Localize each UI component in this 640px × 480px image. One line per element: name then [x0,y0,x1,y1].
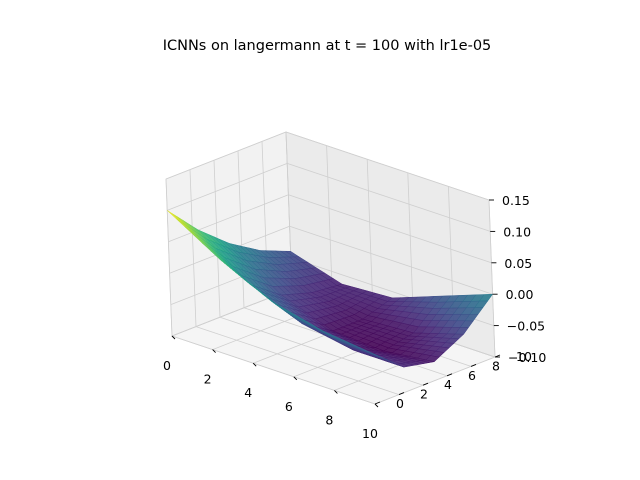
x-tick-mark [171,335,176,340]
y-tick-label: 2 [420,387,428,402]
x-tick-label: 8 [325,412,333,427]
grid-line-floor-y [171,335,376,405]
y-tick-label: 6 [468,368,476,383]
y-tick-mark [374,401,381,405]
grid-line-left-y [165,178,173,337]
grid-line-back-z [285,131,490,201]
y-tick-mark [398,392,405,396]
grid-line-back-z [289,225,493,295]
x-tick-mark [334,390,338,394]
y-tick-label: 4 [444,377,452,392]
x-tick-mark [293,376,298,381]
z-tick-label: 0.10 [503,224,531,239]
grid-line-back-x [326,145,333,303]
grid-line-back-z [287,163,491,232]
y-tick-mark [446,373,453,377]
y-tick-label: 0 [396,396,404,411]
z-tick-label: −0.05 [507,319,545,334]
x-tick-label: 10 [362,426,378,441]
x-tick-mark [252,362,257,367]
grid-line-floor-y [195,326,400,395]
grid-line-left-z [167,163,288,211]
y-tick-mark [422,382,429,386]
surface-plot [167,210,494,368]
grid-line-left-y [237,150,245,308]
grid-line-left-z [165,131,287,180]
x-tick-mark [374,403,379,408]
grid-line-back-x [488,199,496,358]
grid-line-floor-y [219,316,424,386]
x-tick-label: 2 [204,372,212,387]
x-tick-label: 0 [163,358,171,373]
y-tick-label: 10 [516,349,532,364]
y-tick-mark [470,363,477,367]
grid-line-back-x [366,159,374,317]
z-tick-label: 0.05 [504,256,532,271]
x-tick-mark [212,349,216,353]
z-tick-label: 0.00 [506,287,534,302]
chart-title: ICNNs on langermann at t = 100 with lr1e… [163,38,492,54]
grid-line-back-z [288,194,492,264]
x-tick-label: 6 [285,399,293,414]
surface-patch [364,349,379,357]
y-tick-label: 8 [492,358,500,373]
grid-line-left-y [189,169,197,327]
z-tick-label: 0.15 [502,193,530,208]
z-tick-label: −0.10 [508,350,546,365]
grid-line-left-z [168,194,289,243]
x-tick-label: 4 [244,385,252,400]
